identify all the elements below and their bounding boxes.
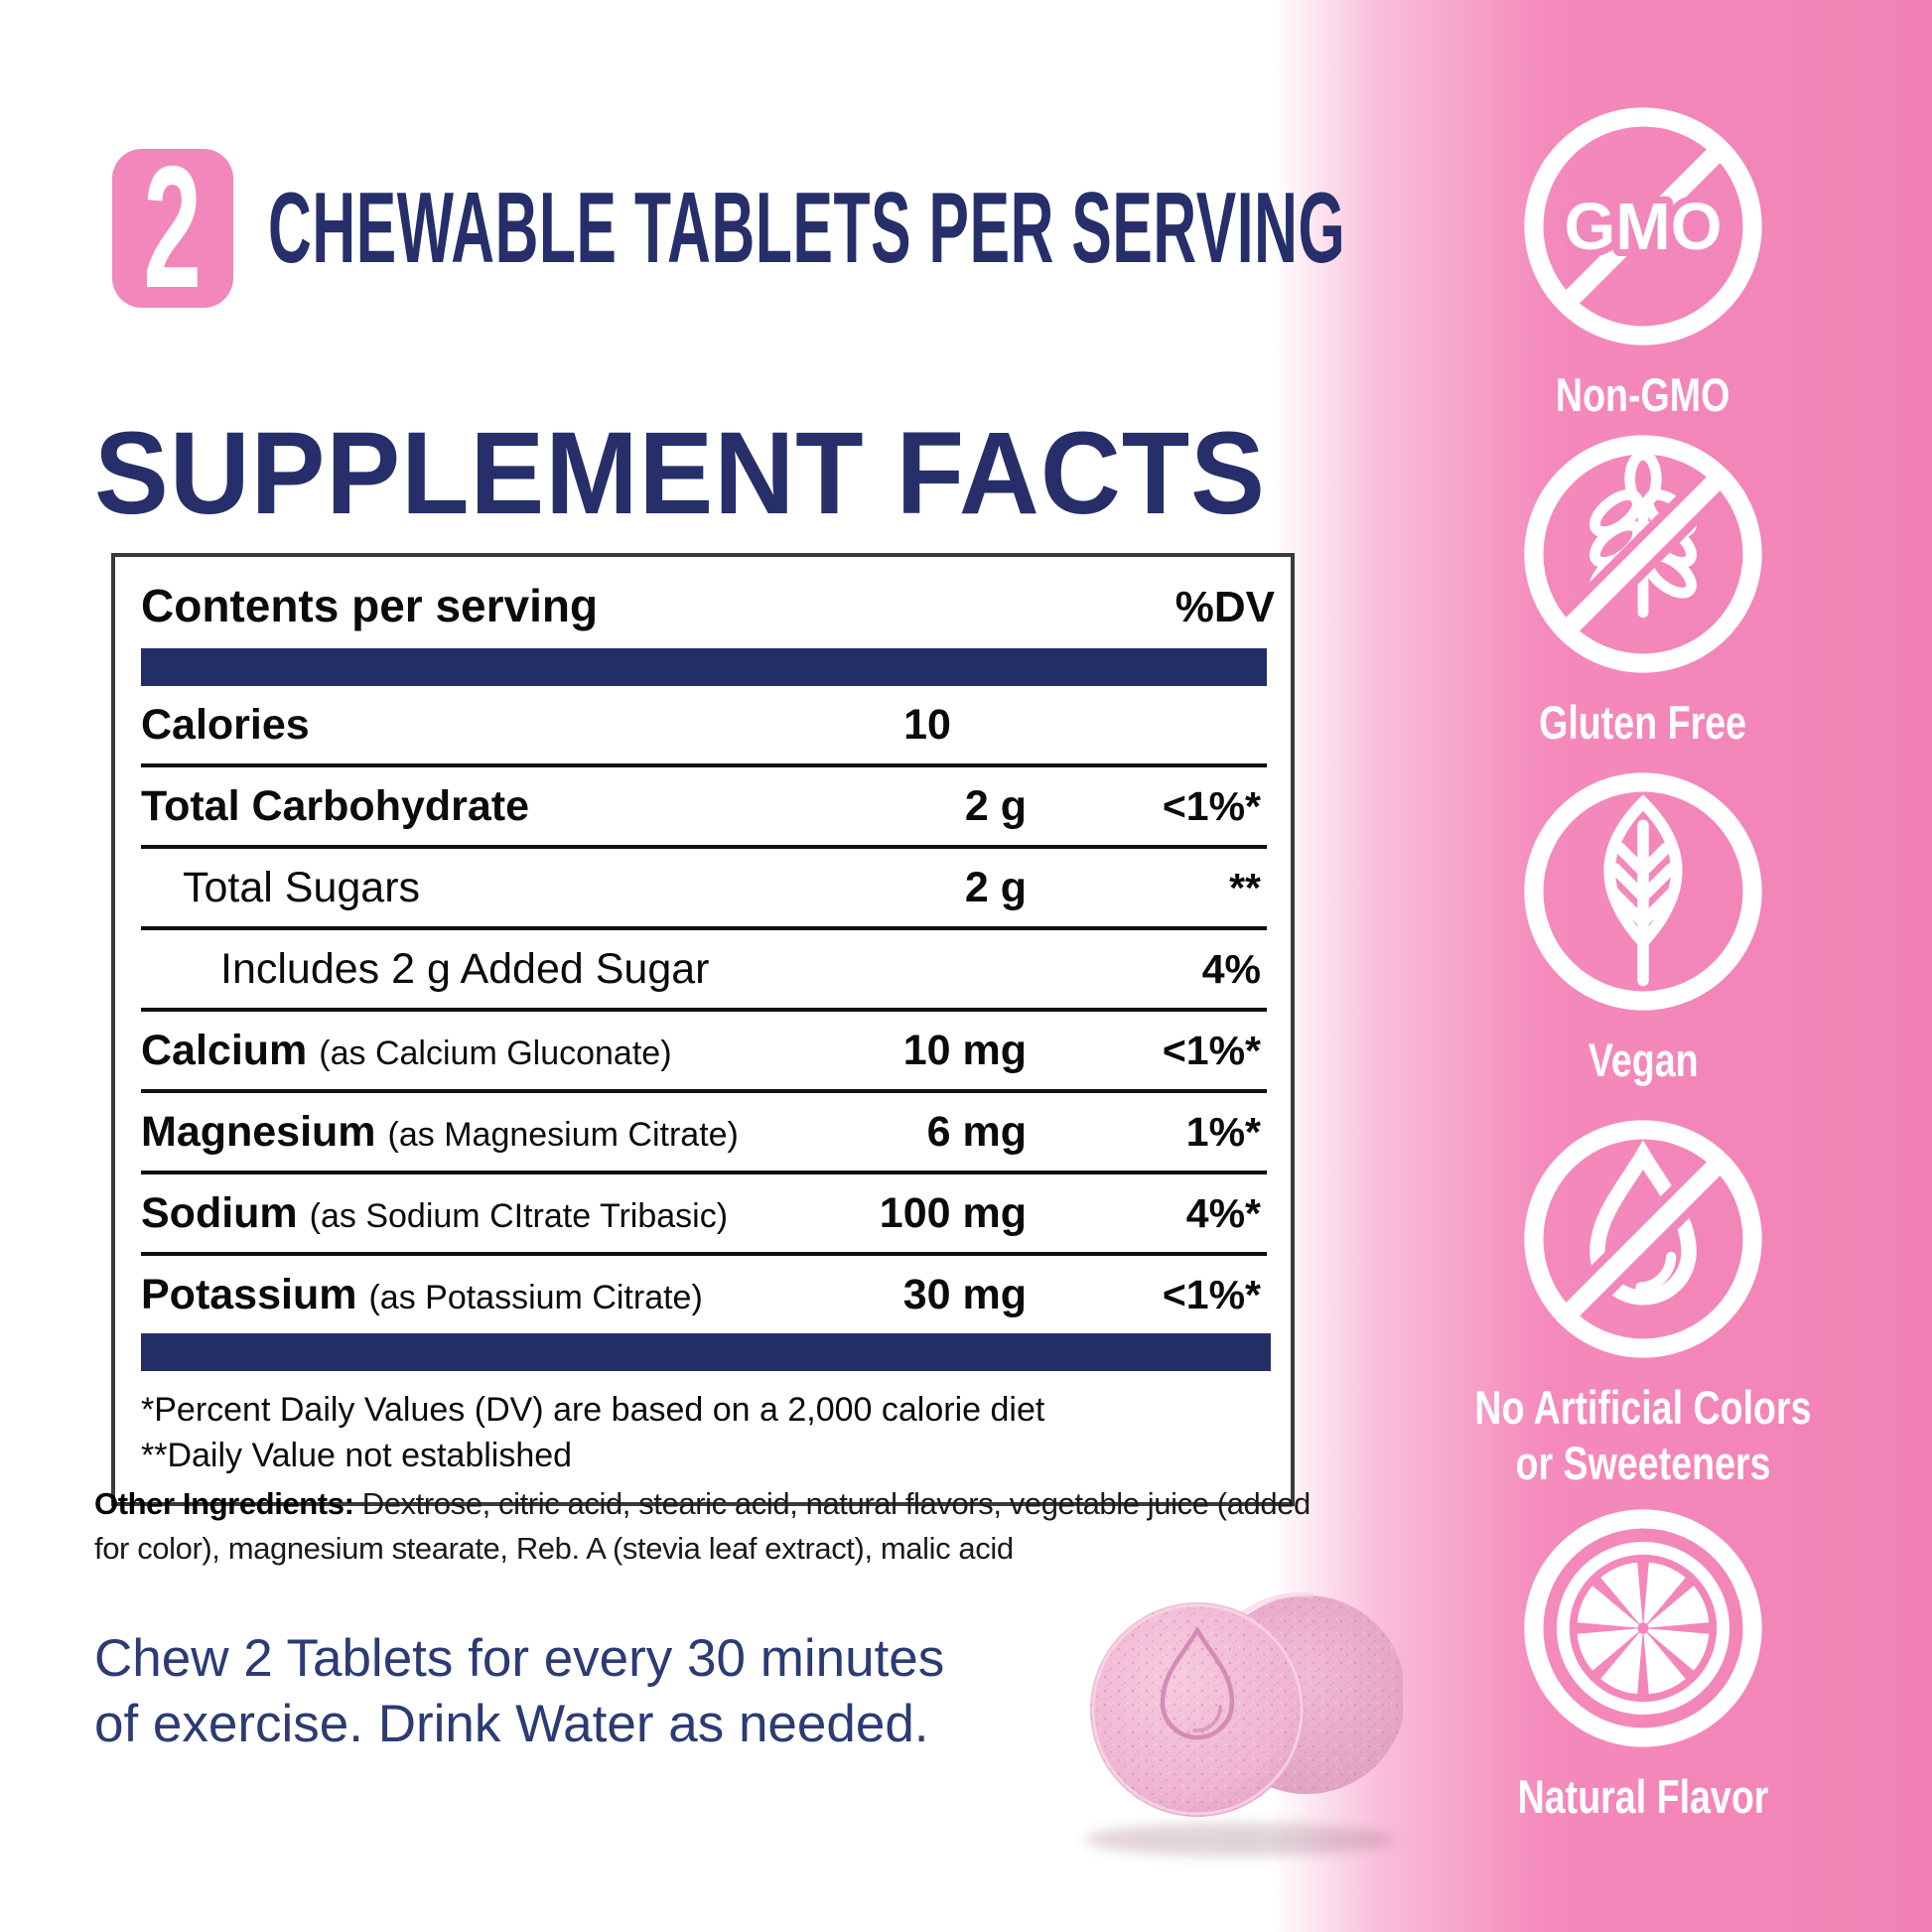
badge-label: Natural Flavor (1517, 1770, 1769, 1823)
row-amount: 2 g (964, 863, 1027, 911)
row-dv: <1%* (1162, 1271, 1261, 1317)
serving-count-box: 2 (112, 131, 233, 325)
row-name: Total Sugars (183, 863, 421, 911)
table-row: Total Sugars 2 g ** (141, 849, 1275, 926)
serving-count: 2 (143, 131, 203, 325)
badge-label: No Artificial Colors or Sweeteners (1474, 1381, 1812, 1490)
directions-line2: of exercise. Drink Water as needed. (94, 1695, 929, 1753)
page-title: SUPPLEMENT FACTS (94, 408, 1266, 539)
table-row: Calories 10 (141, 686, 1275, 763)
table-header-left: Contents per serving (141, 580, 599, 631)
serving-text: CHEWABLE TABLETS PER SERVING (268, 172, 1346, 284)
svg-text:GMO: GMO (1565, 191, 1723, 264)
row-dv: <1%* (1162, 1027, 1261, 1073)
row-separator (141, 926, 1267, 930)
badge-label: Vegan (1587, 1034, 1699, 1086)
badge-no-artificial-colors: No Artificial Colors or Sweeteners (1410, 1112, 1876, 1492)
row-dv: 1%* (1185, 1108, 1261, 1155)
table-row: Calcium (as Calcium Gluconate) 10 mg <1%* (141, 1012, 1275, 1089)
row-amount: 10 (903, 700, 951, 749)
row-amount: 10 mg (902, 1026, 1027, 1074)
table-row: Magnesium (as Magnesium Citrate) 6 mg 1%* (141, 1093, 1275, 1171)
badge-vegan: Vegan (1410, 764, 1876, 1088)
badge-non-gmo: GMO Non-GMO (1410, 99, 1876, 423)
row-separator (141, 1008, 1267, 1012)
row-source: (as Calcium Gluconate) (319, 1034, 672, 1072)
divider-bar-bottom (141, 1333, 1271, 1371)
table-row: Potassium (as Potassium Citrate) 30 mg <1… (141, 1256, 1275, 1333)
badge-gluten-free: Gluten Free (1410, 427, 1876, 751)
chewable-tablets-image (1085, 1591, 1403, 1857)
row-dv: 4% (1201, 945, 1261, 992)
front-tablet (1090, 1602, 1305, 1817)
row-amount: 100 mg (879, 1188, 1027, 1237)
directions-line1: Chew 2 Tablets for every 30 minutes (94, 1629, 945, 1688)
row-name: Total Carbohydrate (141, 781, 530, 830)
row-separator (141, 1089, 1267, 1093)
directions-text: Chew 2 Tablets for every 30 minutes of e… (94, 1626, 944, 1757)
row-separator (141, 845, 1267, 849)
gluten-free-icon (1524, 435, 1762, 673)
row-name: Calories (141, 700, 310, 749)
table-header-dv: %DV (1174, 583, 1275, 631)
row-source: (as Potassium Citrate) (368, 1278, 703, 1316)
badge-natural-flavor: Natural Flavor (1410, 1501, 1876, 1825)
badge-label: Gluten Free (1539, 696, 1747, 749)
table-row: Includes 2 g Added Sugar 4% (141, 930, 1275, 1008)
row-name: Calcium (141, 1026, 308, 1074)
row-name: Sodium (141, 1188, 298, 1237)
row-name: Magnesium (141, 1107, 376, 1156)
row-dv: <1%* (1162, 782, 1261, 829)
row-amount: 6 mg (926, 1107, 1027, 1156)
vegan-leaf-icon (1524, 772, 1762, 1011)
table-footnotes: *Percent Daily Values (DV) are based on … (141, 1371, 1275, 1478)
footnote-dv: *Percent Daily Values (DV) are based on … (141, 1391, 1045, 1429)
row-separator (141, 763, 1267, 767)
droplet-imprint (1160, 1625, 1235, 1740)
no-artificial-colors-icon (1524, 1120, 1762, 1358)
table-header: Contents per serving %DV (141, 557, 1275, 632)
table-row: Sodium (as Sodium CItrate Tribasic) 100 m… (141, 1174, 1275, 1252)
row-source: (as Sodium CItrate Tribasic) (309, 1196, 729, 1235)
row-name: Includes 2 g Added Sugar (220, 944, 710, 993)
natural-flavor-citrus-icon (1524, 1509, 1762, 1747)
row-source: (as Magnesium Citrate) (387, 1115, 739, 1154)
other-ingredients-text: Dextrose, citric acid, stearic acid, nat… (94, 1486, 1311, 1566)
supplement-facts-table: Contents per serving %DV Calories 10 Tot… (111, 553, 1295, 1506)
footnote-not-established: **Daily Value not established (141, 1437, 573, 1474)
row-separator (141, 1171, 1267, 1174)
no-gmo-icon: GMO (1524, 107, 1762, 345)
other-ingredients-label: Other Ingredients: (94, 1486, 354, 1521)
row-name: Potassium (141, 1270, 357, 1318)
other-ingredients: Other Ingredients: Dextrose, citric acid… (94, 1481, 1325, 1571)
row-amount: 30 mg (902, 1270, 1027, 1318)
divider-bar-top (141, 648, 1267, 686)
row-dv: 4%* (1185, 1189, 1261, 1236)
row-separator (141, 1252, 1267, 1256)
row-amount: 2 g (964, 781, 1027, 830)
row-dv: ** (1229, 864, 1261, 910)
table-row: Total Carbohydrate 2 g <1%* (141, 767, 1275, 845)
badge-label: Non-GMO (1556, 368, 1730, 421)
